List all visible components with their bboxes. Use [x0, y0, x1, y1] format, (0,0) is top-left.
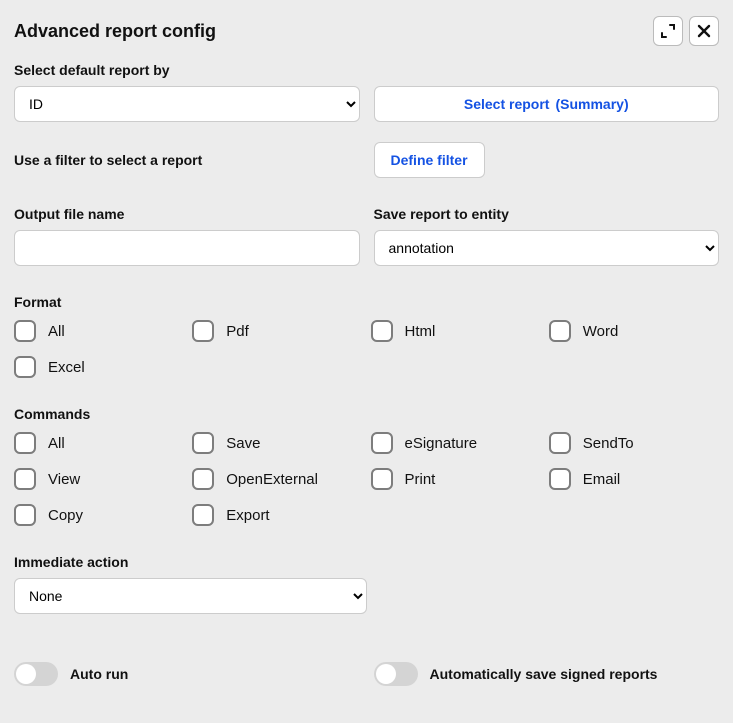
commands-checkbox-save[interactable]	[192, 432, 214, 454]
col-select-by: Select default report by ID	[14, 62, 360, 122]
output-filename-input[interactable]	[14, 230, 360, 266]
commands-grid: All Save eSignature SendTo View OpenExternal P…	[14, 432, 719, 526]
auto-save-signed-label: Automatically save signed reports	[430, 666, 658, 682]
select-report-summary: (Summary)	[555, 96, 628, 112]
commands-checkbox-export[interactable]	[192, 504, 214, 526]
col-filter-button: Define filter	[374, 142, 720, 178]
format-label-all: All	[48, 323, 65, 340]
commands-label-print: Print	[405, 471, 436, 488]
commands-checkbox-esignature[interactable]	[371, 432, 393, 454]
format-checkbox-all[interactable]	[14, 320, 36, 342]
commands-item-esignature: eSignature	[371, 432, 541, 454]
format-label-excel: Excel	[48, 359, 85, 376]
format-label-pdf: Pdf	[226, 323, 249, 340]
commands-item-openexternal: OpenExternal	[192, 468, 362, 490]
filter-label: Use a filter to select a report	[14, 152, 360, 168]
report-config-panel: Advanced report config	[0, 0, 733, 723]
format-checkbox-word[interactable]	[549, 320, 571, 342]
format-item-all: All	[14, 320, 184, 342]
page-title: Advanced report config	[14, 21, 216, 42]
commands-checkbox-openexternal[interactable]	[192, 468, 214, 490]
commands-label-sendto: SendTo	[583, 435, 634, 452]
commands-label-openexternal: OpenExternal	[226, 471, 318, 488]
commands-item-copy: Copy	[14, 504, 184, 526]
save-to-dropdown[interactable]: annotation	[374, 230, 720, 266]
row-select-by: Select default report by ID Select repor…	[14, 62, 719, 122]
immediate-action-dropdown[interactable]: None	[14, 578, 367, 614]
commands-label-save: Save	[226, 435, 260, 452]
auto-run-toggle[interactable]	[14, 662, 58, 686]
section-commands: Commands All Save eSignature SendTo View Open…	[14, 406, 719, 526]
section-immediate: Immediate action None	[14, 554, 719, 614]
row-output: Output file name Save report to entity a…	[14, 206, 719, 266]
select-by-dropdown[interactable]: ID	[14, 86, 360, 122]
immediate-label: Immediate action	[14, 554, 719, 570]
commands-checkbox-copy[interactable]	[14, 504, 36, 526]
commands-item-print: Print	[371, 468, 541, 490]
output-label: Output file name	[14, 206, 360, 222]
format-checkbox-html[interactable]	[371, 320, 393, 342]
select-by-label: Select default report by	[14, 62, 360, 78]
commands-label-view: View	[48, 471, 80, 488]
section-format: Format All Pdf Html Word Excel	[14, 294, 719, 378]
toggle-knob	[16, 664, 36, 684]
format-checkbox-pdf[interactable]	[192, 320, 214, 342]
close-button[interactable]	[689, 16, 719, 46]
save-to-label: Save report to entity	[374, 206, 720, 222]
toggle-knob	[376, 664, 396, 684]
commands-checkbox-all[interactable]	[14, 432, 36, 454]
commands-label-email: Email	[583, 471, 621, 488]
commands-item-export: Export	[192, 504, 362, 526]
define-filter-button[interactable]: Define filter	[374, 142, 485, 178]
auto-run-label: Auto run	[70, 666, 128, 682]
header-actions	[653, 16, 719, 46]
commands-label-export: Export	[226, 507, 269, 524]
commands-item-save: Save	[192, 432, 362, 454]
body: Select default report by ID Select repor…	[0, 56, 733, 700]
commands-label-esignature: eSignature	[405, 435, 478, 452]
commands-checkbox-email[interactable]	[549, 468, 571, 490]
col-output: Output file name	[14, 206, 360, 266]
select-report-prefix: Select report	[464, 96, 550, 112]
col-filter-label: Use a filter to select a report	[14, 152, 360, 168]
format-checkbox-excel[interactable]	[14, 356, 36, 378]
format-label-html: Html	[405, 323, 436, 340]
format-label: Format	[14, 294, 719, 310]
toggle-auto-save-group: Automatically save signed reports	[374, 662, 720, 686]
format-grid: All Pdf Html Word Excel	[14, 320, 719, 378]
format-item-pdf: Pdf	[192, 320, 362, 342]
auto-save-signed-toggle[interactable]	[374, 662, 418, 686]
commands-checkbox-view[interactable]	[14, 468, 36, 490]
close-icon	[697, 24, 711, 38]
commands-label: Commands	[14, 406, 719, 422]
commands-item-email: Email	[549, 468, 719, 490]
commands-checkbox-print[interactable]	[371, 468, 393, 490]
col-select-report: Select report (Summary)	[374, 62, 720, 122]
commands-item-sendto: SendTo	[549, 432, 719, 454]
commands-item-view: View	[14, 468, 184, 490]
format-item-excel: Excel	[14, 356, 184, 378]
commands-label-all: All	[48, 435, 65, 452]
toggle-row: Auto run Automatically save signed repor…	[14, 662, 719, 686]
format-label-word: Word	[583, 323, 619, 340]
commands-item-all: All	[14, 432, 184, 454]
format-item-html: Html	[371, 320, 541, 342]
expand-button[interactable]	[653, 16, 683, 46]
commands-checkbox-sendto[interactable]	[549, 432, 571, 454]
header: Advanced report config	[0, 0, 733, 56]
format-item-word: Word	[549, 320, 719, 342]
commands-label-copy: Copy	[48, 507, 83, 524]
expand-icon	[660, 23, 676, 39]
col-save-to: Save report to entity annotation	[374, 206, 720, 266]
select-report-button[interactable]: Select report (Summary)	[374, 86, 720, 122]
row-filter: Use a filter to select a report Define f…	[14, 142, 719, 178]
toggle-auto-run-group: Auto run	[14, 662, 360, 686]
